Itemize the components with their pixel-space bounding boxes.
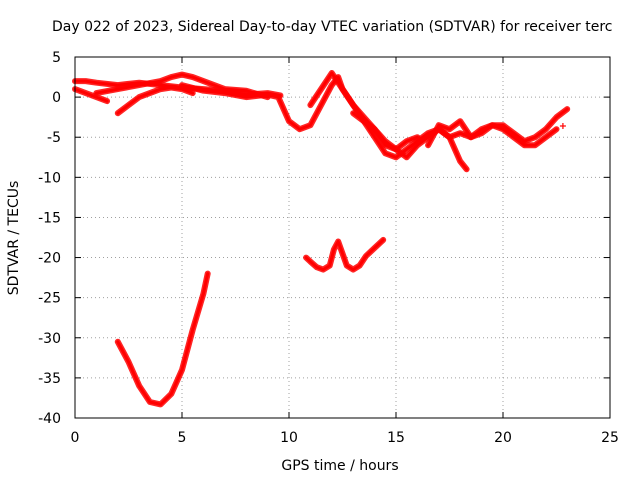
x-axis-label: GPS time / hours bbox=[281, 458, 398, 474]
x-tick-label: 0 bbox=[71, 430, 80, 446]
data-series-core-track-c bbox=[94, 73, 270, 99]
data-series-core-track-g bbox=[351, 111, 469, 171]
y-tick-label: -15 bbox=[38, 210, 61, 226]
y-tick-label: -10 bbox=[38, 170, 61, 186]
data-series-track-i bbox=[114, 270, 211, 408]
x-tick-label: 25 bbox=[601, 430, 619, 446]
series-layer bbox=[72, 70, 571, 408]
chart-title: Day 022 of 2023, Sidereal Day-to-day VTE… bbox=[52, 19, 612, 35]
data-series-core-track-j bbox=[304, 238, 385, 272]
data-series-core-track-h bbox=[426, 107, 569, 147]
data-series-core-track-i bbox=[116, 272, 210, 406]
tick-layer bbox=[74, 56, 611, 419]
grid-layer bbox=[75, 57, 610, 418]
data-series-track-j bbox=[303, 236, 387, 273]
y-tick-label: -35 bbox=[38, 371, 61, 387]
y-tick-label: -30 bbox=[38, 331, 61, 347]
data-series-track-f bbox=[307, 70, 560, 161]
y-tick-label: -40 bbox=[38, 411, 61, 427]
y-axis-label: SDTVAR / TECUs bbox=[6, 181, 22, 296]
x-tick-label: 20 bbox=[494, 430, 512, 446]
data-point-marker bbox=[559, 122, 566, 129]
x-tick-label: 5 bbox=[178, 430, 187, 446]
data-series-core-track-b bbox=[73, 87, 109, 103]
y-tick-label: 0 bbox=[52, 90, 61, 106]
y-tick-label: -20 bbox=[38, 251, 61, 267]
y-tick-label: 5 bbox=[52, 50, 61, 66]
plot-frame bbox=[74, 56, 611, 419]
x-tick-label: 10 bbox=[280, 430, 298, 446]
label-layer: 0 5 10 15 20 25 5 0 -5 -10 -15 -20 -25 -30 -35 -40 bbox=[38, 50, 619, 446]
y-tick-label: -25 bbox=[38, 291, 61, 307]
data-series-core-track-d bbox=[116, 86, 195, 115]
y-tick-label: -5 bbox=[47, 130, 61, 146]
x-tick-label: 15 bbox=[387, 430, 405, 446]
